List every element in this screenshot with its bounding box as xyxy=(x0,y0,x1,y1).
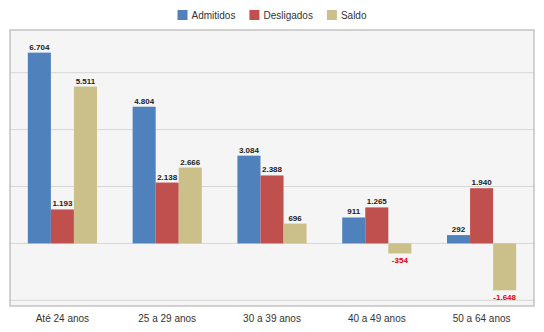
bar xyxy=(51,209,74,243)
legend-label: Saldo xyxy=(341,10,367,21)
x-tick-label: 30 a 39 anos xyxy=(243,313,301,324)
bar xyxy=(365,207,388,243)
bar xyxy=(388,243,411,253)
legend-label: Desligados xyxy=(263,10,312,21)
plot-background xyxy=(10,30,534,306)
legend-swatch xyxy=(327,10,337,20)
data-label: 911 xyxy=(347,207,360,216)
data-label: 4.804 xyxy=(134,97,155,106)
data-label: 2.666 xyxy=(180,158,201,167)
legend-swatch xyxy=(249,10,259,20)
legend: Admitidos Desligados Saldo xyxy=(178,10,367,21)
bar xyxy=(470,188,493,243)
data-label: -354 xyxy=(392,256,409,265)
bar xyxy=(133,107,156,244)
bar xyxy=(179,168,202,244)
data-label: 292 xyxy=(452,225,466,234)
bar xyxy=(447,235,470,243)
data-label: -1.648 xyxy=(493,293,516,302)
legend-item: Admitidos xyxy=(178,10,236,21)
data-label: 6.704 xyxy=(29,43,50,52)
bar xyxy=(342,217,365,243)
x-tick-label: 50 a 64 anos xyxy=(453,313,511,324)
bar xyxy=(156,183,179,244)
data-label: 1.265 xyxy=(367,197,388,206)
bar xyxy=(28,53,51,244)
bar xyxy=(493,243,516,290)
grid-line xyxy=(10,300,534,301)
x-tick-label: 25 a 29 anos xyxy=(138,313,196,324)
legend-label: Admitidos xyxy=(192,10,236,21)
legend-item: Saldo xyxy=(327,10,367,21)
bar xyxy=(237,156,260,244)
data-label: 2.138 xyxy=(157,173,178,182)
bar xyxy=(284,224,307,244)
grid-line xyxy=(10,72,534,73)
bar xyxy=(74,87,97,244)
plot-frame xyxy=(10,30,534,306)
bars xyxy=(28,53,516,291)
data-label: 2.388 xyxy=(262,165,283,174)
data-label: 696 xyxy=(288,214,302,223)
x-tick-label: Até 24 anos xyxy=(36,313,89,324)
data-label: 3.084 xyxy=(239,146,260,155)
data-label: 1.193 xyxy=(52,199,73,208)
legend-swatch xyxy=(178,10,188,20)
data-label: 1.940 xyxy=(472,178,493,187)
bar xyxy=(260,175,283,243)
legend-item: Desligados xyxy=(249,10,312,21)
data-label: 5.511 xyxy=(76,77,96,86)
x-tick-label: 40 a 49 anos xyxy=(348,313,406,324)
data-labels: 6.704 4.804 3.084 911 292 1.193 2.138 2.388 1.26… xyxy=(29,43,516,303)
chart: 6.704 4.804 3.084 911 292 1.193 2.138 2.388 1.26… xyxy=(0,0,544,332)
